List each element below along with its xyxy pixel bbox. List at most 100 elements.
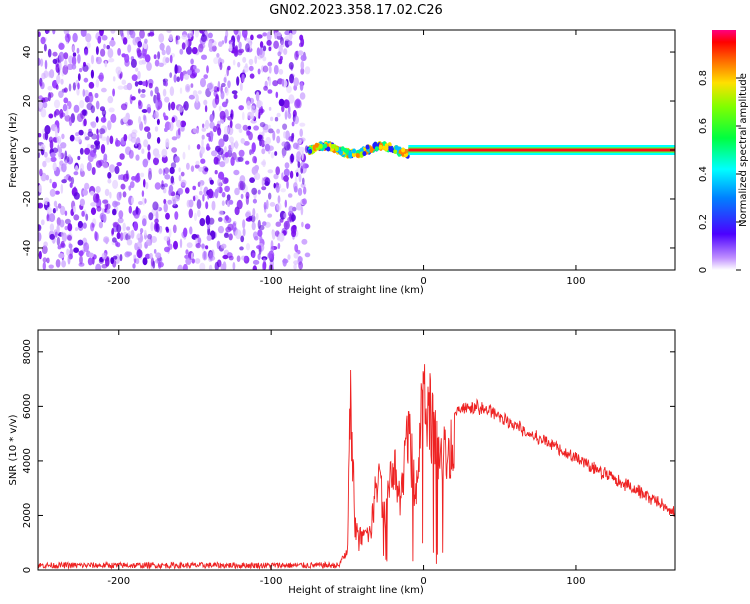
- spectrogram-noise-blob: [198, 166, 204, 172]
- spectrogram-noise-blob: [143, 178, 146, 188]
- spectrogram-tone-blob: [373, 141, 378, 147]
- spectrogram-noise-blob: [187, 144, 191, 151]
- spectrogram-noise-blob: [100, 116, 107, 123]
- spectrogram-noise-blob: [127, 44, 132, 53]
- spectrogram-noise-blob: [190, 83, 194, 88]
- spectrogram-noise-blob: [139, 228, 144, 234]
- spectrogram-noise-blob: [262, 125, 269, 133]
- spectrogram-noise-blob: [54, 126, 58, 134]
- spectrogram-noise-blob: [300, 60, 305, 70]
- spectrogram-noise-blob: [302, 198, 307, 205]
- spectrogram-noise-blob: [138, 88, 141, 94]
- spectrogram-noise-blob: [214, 261, 219, 270]
- spectrogram-noise-blob: [298, 42, 304, 48]
- spectrogram-noise-blob: [66, 248, 70, 256]
- spectrogram-noise-blob: [276, 112, 281, 118]
- spectrogram-noise-blob: [219, 62, 223, 71]
- spectrogram-noise-blob: [61, 179, 67, 184]
- spectrogram-noise-blob: [177, 187, 184, 195]
- spectrogram-noise-blob: [303, 186, 307, 195]
- spectrogram-noise-blob: [267, 89, 273, 94]
- spectrogram-noise-blob: [106, 45, 110, 50]
- spectrogram-noise-blob: [137, 41, 143, 48]
- spectrogram-noise-blob: [214, 170, 218, 175]
- spectrogram-noise-blob: [72, 45, 75, 52]
- spectrogram-noise-blob: [83, 109, 88, 117]
- snr-ytick-label: 4000: [22, 448, 33, 473]
- spectrogram-noise-blob: [278, 68, 284, 75]
- spectrogram-noise-blob: [116, 162, 122, 167]
- spectrogram-noise-blob: [142, 81, 147, 87]
- spectrogram-noise-blob: [174, 194, 181, 202]
- spectrogram-noise-blob: [48, 92, 54, 98]
- spectrogram-noise-blob: [137, 80, 144, 86]
- spectrogram-noise-blob: [60, 240, 65, 248]
- spectrogram-noise-blob: [183, 227, 188, 238]
- spectrogram-noise-blob: [52, 162, 57, 172]
- spectrogram-noise-blob: [301, 238, 308, 245]
- spectrogram-noise-blob: [73, 171, 79, 176]
- spectrogram-noise-blob: [169, 54, 173, 64]
- spectrogram-noise-blob: [135, 154, 140, 161]
- spectrogram-noise-blob: [107, 48, 114, 59]
- spectrogram-noise-blob: [172, 224, 177, 234]
- spectrogram-noise-blob: [284, 38, 290, 48]
- spectrogram-noise-blob: [186, 46, 192, 55]
- spectrogram-noise-blob: [107, 120, 112, 131]
- spectrogram-noise-blob: [55, 205, 59, 212]
- spectrogram-noise-blob: [155, 211, 159, 221]
- spectrogram-noise-blob: [82, 88, 86, 97]
- spectrogram-noise-blob: [284, 109, 289, 119]
- spectrogram-noise-blob: [95, 100, 100, 110]
- spectrogram-noise-blob: [251, 105, 256, 111]
- spectrogram-noise-blob: [101, 87, 107, 93]
- spectrogram-noise-blob: [42, 160, 47, 168]
- spectrogram-noise-blob: [261, 186, 267, 191]
- spectrogram-noise-blob: [58, 42, 65, 50]
- spectrogram-noise-blob: [273, 182, 276, 189]
- spectrogram-noise-blob: [85, 213, 89, 221]
- spectrogram-noise-blob: [144, 38, 148, 44]
- spectrogram-noise-blob: [120, 183, 126, 190]
- spectrogram-noise-blob: [257, 134, 264, 142]
- spectrogram-noise-blob: [296, 172, 299, 177]
- spectrogram-noise-blob: [200, 34, 207, 42]
- spectrogram-noise-blob: [276, 128, 280, 134]
- spectrogram-noise-blob: [58, 51, 65, 62]
- spectrogram-noise-blob: [237, 61, 241, 68]
- spectrogram-noise-blob: [261, 148, 266, 155]
- spectrogram-noise-blob: [72, 32, 78, 43]
- spectrogram-noise-blob: [121, 32, 125, 41]
- spectrogram-noise-blob: [225, 215, 229, 221]
- spectrogram-noise-blob: [206, 234, 212, 241]
- spectrogram-noise-blob: [304, 252, 311, 258]
- spectrogram-noise-blob: [252, 198, 257, 204]
- spectrogram-noise-blob: [234, 140, 239, 150]
- spectrogram-noise-blob: [227, 223, 234, 231]
- spectrogram-noise-blob: [178, 167, 181, 173]
- spectrogram-tone-blob: [393, 149, 398, 154]
- spectrogram-noise-blob: [152, 260, 156, 269]
- spectrogram-noise-blob: [268, 46, 272, 52]
- spectrogram-noise-blob: [277, 195, 281, 204]
- spectrogram-noise-blob: [241, 73, 245, 83]
- spectrogram-noise-blob: [131, 176, 136, 181]
- spectrogram-noise-blob: [77, 54, 81, 64]
- spectrogram-noise-blob: [149, 252, 153, 260]
- spectrogram-noise-blob: [197, 90, 202, 95]
- spectrogram-noise-blob: [260, 139, 266, 148]
- snr-xlabel: Height of straight line (km): [288, 585, 424, 596]
- spectrogram-noise-blob: [104, 60, 108, 68]
- spectrogram-noise-blob: [268, 250, 275, 260]
- spectrogram-noise-blob: [38, 57, 41, 66]
- spectrogram-noise-blob: [71, 56, 77, 66]
- spectrogram-noise-blob: [76, 88, 80, 96]
- spectrogram-noise-blob: [201, 127, 207, 132]
- spectrogram-noise-blob: [204, 105, 208, 113]
- spectrogram-noise-blob: [85, 33, 92, 43]
- spectrogram-noise-blob: [122, 116, 128, 123]
- spectrogram-noise-blob: [181, 42, 186, 50]
- spectrogram-noise-blob: [300, 67, 305, 75]
- spectrogram-noise-blob: [164, 167, 169, 175]
